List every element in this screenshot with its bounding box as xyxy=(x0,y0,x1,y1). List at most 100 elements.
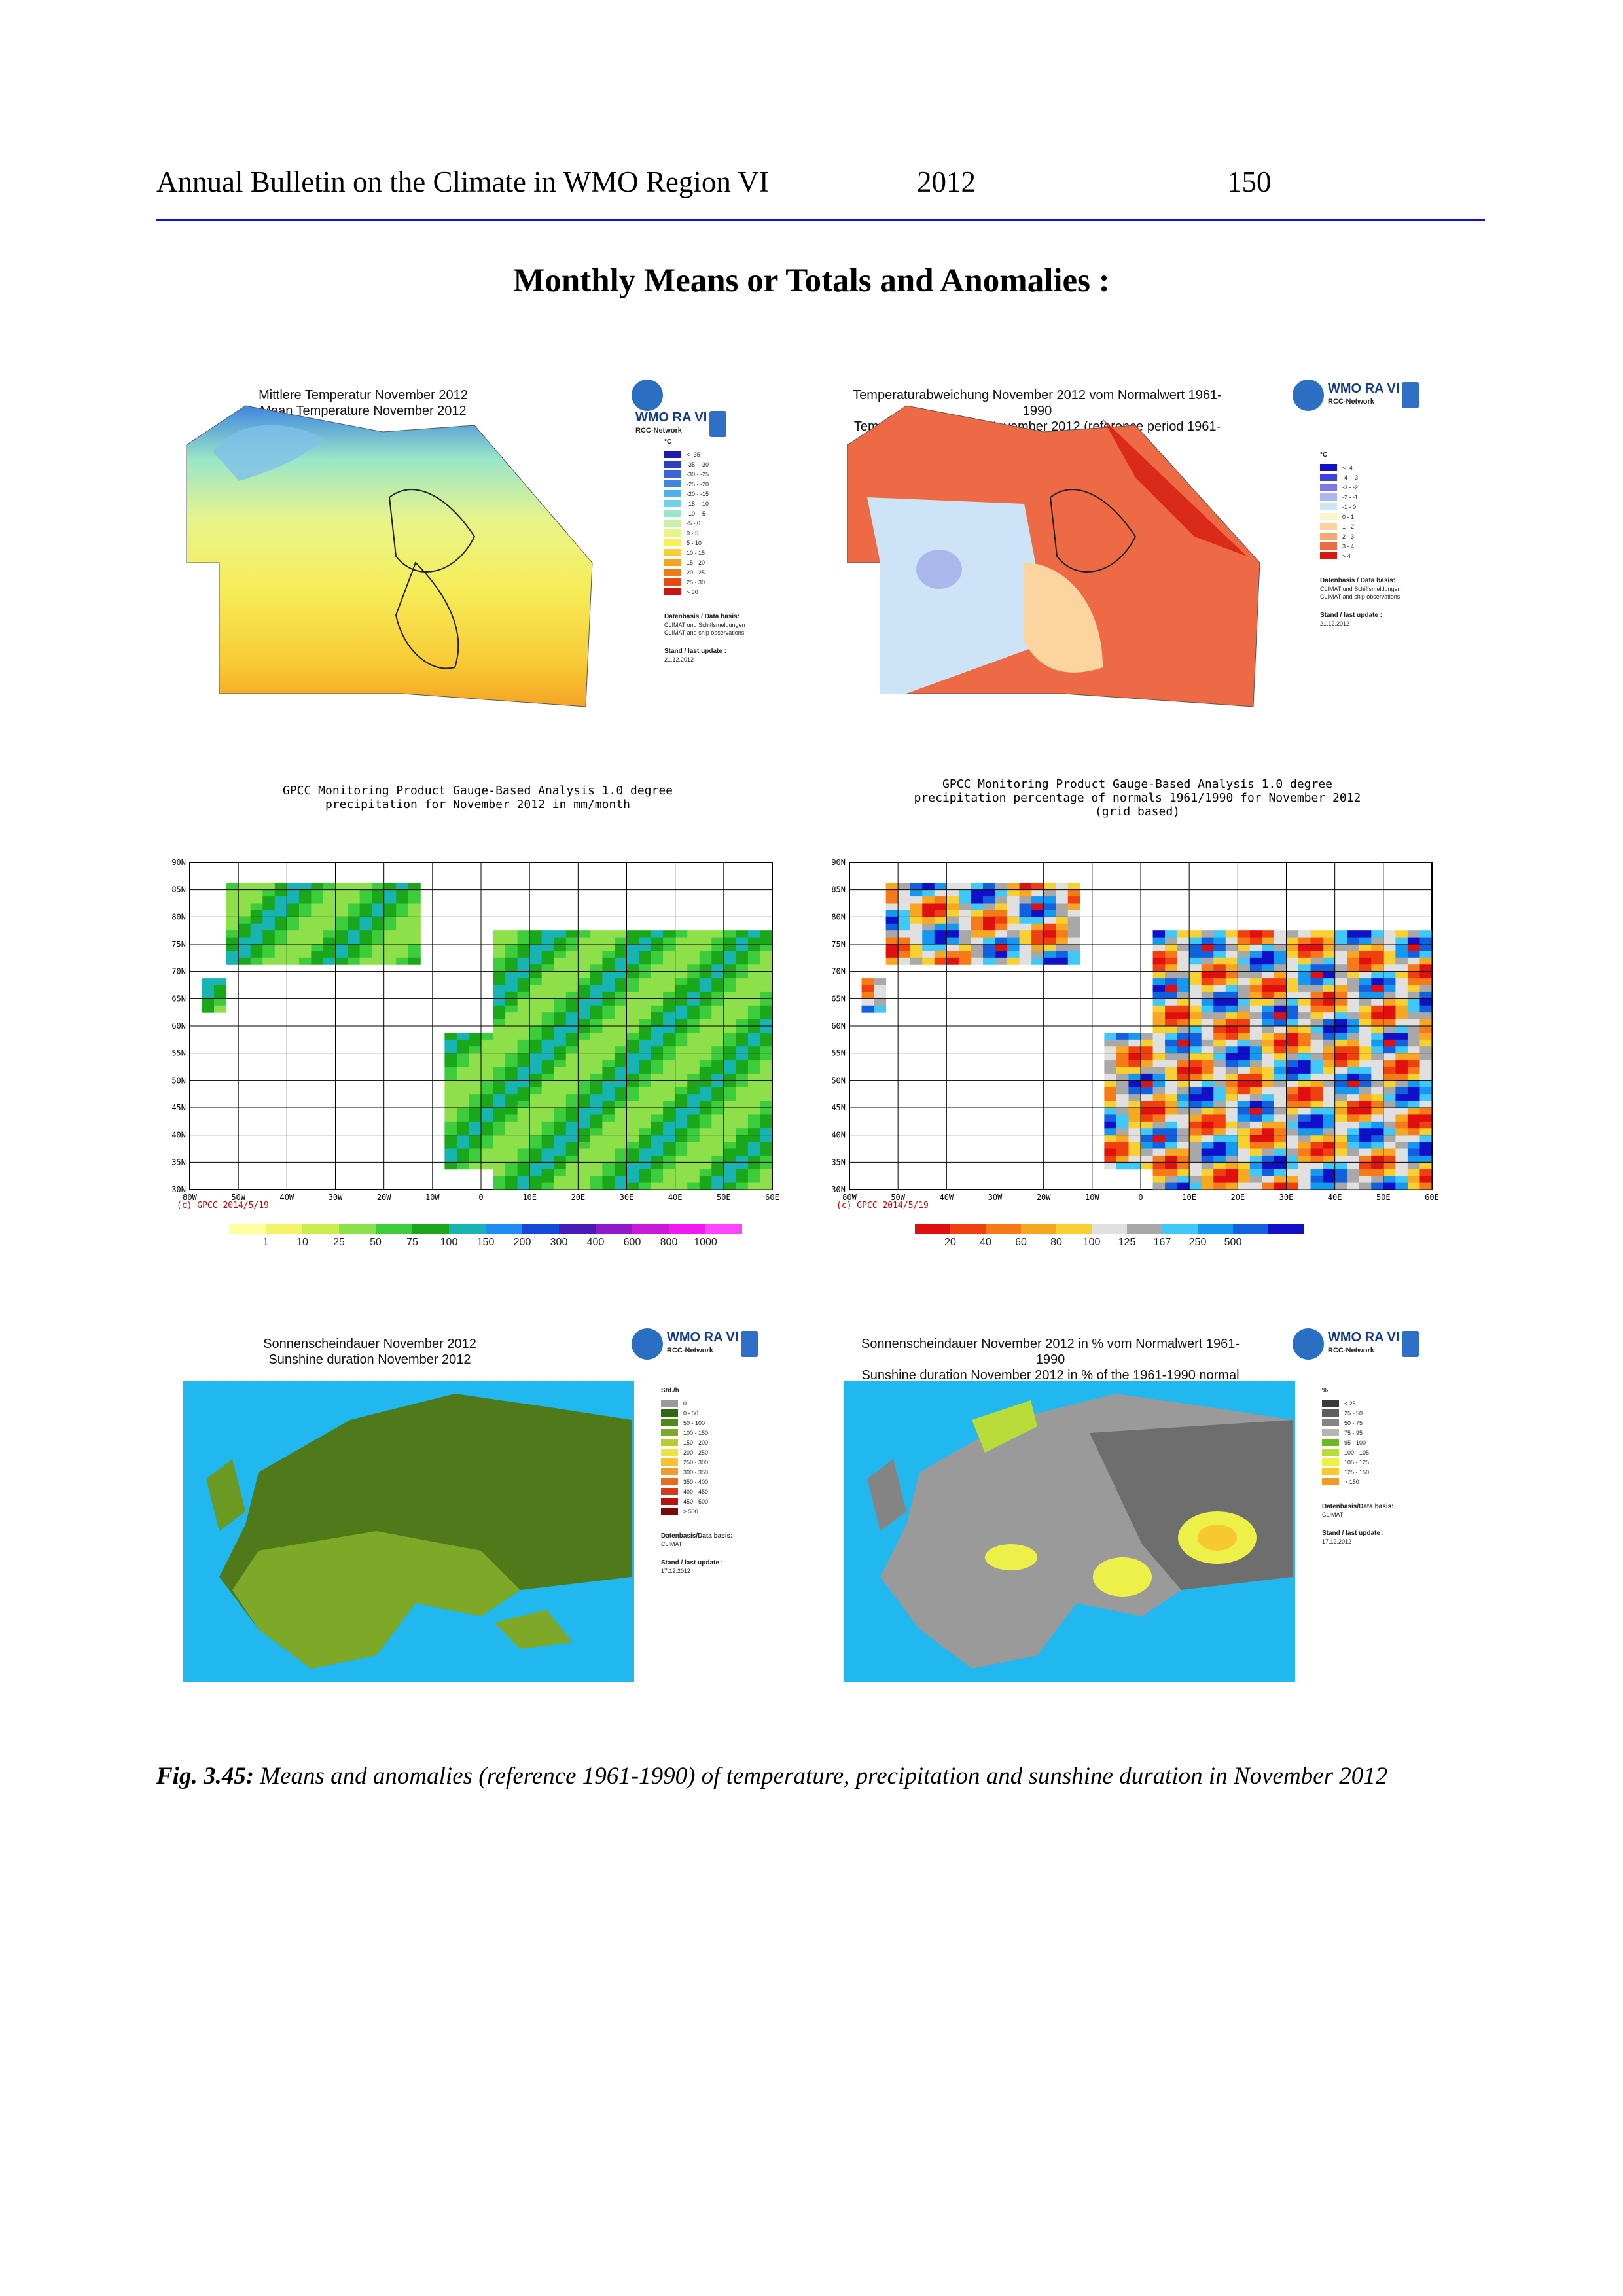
grid-cell xyxy=(517,937,530,945)
legend-item: 95 - 100 xyxy=(1322,1438,1414,1447)
grid-cell xyxy=(639,1155,652,1163)
grid-cell xyxy=(444,1135,457,1142)
grid-cell xyxy=(578,951,591,959)
grid-cell xyxy=(1347,1176,1360,1184)
grid-cell xyxy=(699,937,712,945)
grid-cell xyxy=(298,910,312,917)
grid-cell xyxy=(663,998,676,1006)
header-title: Annual Bulletin on the Climate in WMO Re… xyxy=(156,166,769,198)
grid-cell xyxy=(1177,1094,1190,1102)
legend-label: 20 - 25 xyxy=(687,569,705,576)
grid-cell xyxy=(1274,1155,1287,1163)
grid-cell xyxy=(1165,1067,1178,1074)
grid-cell xyxy=(602,1087,615,1095)
grid-cell xyxy=(1298,1169,1311,1176)
grid-cell xyxy=(1128,1135,1141,1142)
grid-cell xyxy=(578,1135,591,1142)
grid-cell xyxy=(274,883,287,891)
grid-cell xyxy=(1165,1087,1178,1095)
grid-cell xyxy=(541,991,554,999)
legend-swatch xyxy=(661,1419,678,1426)
grid-cell xyxy=(1371,1135,1384,1142)
last-update-heading: Stand / last update : xyxy=(664,648,727,655)
grid-cell xyxy=(505,1060,518,1067)
grid-cell xyxy=(1323,1080,1336,1088)
scale-label: 600 xyxy=(623,1237,641,1248)
legend-item: > 30 xyxy=(664,587,756,597)
grid-cell xyxy=(396,930,409,938)
grid-cell xyxy=(723,1176,736,1184)
grid-cell xyxy=(493,978,506,985)
grid-cell xyxy=(1238,1101,1251,1108)
grid-cell xyxy=(1395,1046,1408,1054)
grid-cell xyxy=(663,1101,676,1108)
grid-cell xyxy=(1407,1073,1420,1081)
grid-cell xyxy=(614,957,627,965)
section-title: Monthly Means or Totals and Anomalies : xyxy=(513,262,1110,299)
grid-cell xyxy=(554,951,567,959)
grid-cell xyxy=(1104,1108,1117,1115)
grid-cell xyxy=(1310,998,1323,1006)
grid-cell xyxy=(651,1162,664,1170)
legend-item: 50 - 100 xyxy=(661,1418,753,1428)
grid-cell xyxy=(663,957,676,965)
grid-cell xyxy=(1286,1182,1299,1190)
grid-cell xyxy=(250,930,263,938)
grid-cell xyxy=(699,930,712,938)
grid-cell xyxy=(517,998,530,1006)
grid-cell xyxy=(723,1142,736,1149)
grid-cell xyxy=(517,1148,530,1156)
grid-cell xyxy=(1249,1176,1262,1184)
grid-cell xyxy=(1152,985,1166,993)
grid-cell xyxy=(1334,1169,1347,1176)
grid-cell xyxy=(1116,1142,1129,1149)
grid-cell xyxy=(335,910,348,917)
grid-cell xyxy=(311,957,324,965)
grid-cell xyxy=(651,944,664,951)
legend-swatch xyxy=(661,1400,678,1407)
grid-cell xyxy=(517,1142,530,1149)
grid-cell xyxy=(995,937,1008,945)
latitude-tick-label: 30N xyxy=(171,1185,186,1194)
grid-cell xyxy=(614,1012,627,1020)
grid-cell xyxy=(1310,1046,1323,1054)
grid-cell xyxy=(323,930,336,938)
longitude-tick-label: 50W xyxy=(231,1193,245,1202)
grid-cell xyxy=(1104,1114,1117,1122)
grid-cell xyxy=(1238,991,1251,999)
grid-cell xyxy=(383,923,397,931)
grid-cell xyxy=(396,903,409,911)
grid-cell xyxy=(971,957,984,965)
grid-cell xyxy=(517,1060,530,1067)
grid-cell xyxy=(675,1169,688,1176)
grid-cell xyxy=(1383,1039,1396,1047)
grid-cell xyxy=(1225,1094,1238,1102)
grid-cell xyxy=(711,1053,724,1061)
grid-cell xyxy=(469,1148,482,1156)
grid-cell xyxy=(1395,930,1408,938)
grid-cell xyxy=(590,1162,603,1170)
grid-cell xyxy=(1407,978,1420,985)
scale-label: 100 xyxy=(1082,1237,1101,1248)
grid-cell xyxy=(1201,1162,1214,1170)
grid-cell xyxy=(747,1026,760,1033)
legend-item: 100 - 105 xyxy=(1322,1447,1414,1457)
grid-cell xyxy=(602,1094,615,1102)
grid-cell xyxy=(1347,957,1360,965)
grid-cell xyxy=(675,1176,688,1184)
grid-cell xyxy=(922,903,935,911)
grid-cell xyxy=(529,978,543,985)
grid-cell xyxy=(1371,1108,1384,1115)
grid-cell xyxy=(1152,1128,1166,1136)
grid-cell xyxy=(1249,1080,1262,1088)
grid-cell xyxy=(493,1019,506,1027)
grid-cell xyxy=(1067,957,1080,965)
grid-cell xyxy=(1213,1094,1226,1102)
grid-cell xyxy=(1189,1169,1202,1176)
grid-cell xyxy=(1043,896,1056,904)
grid-cell xyxy=(995,896,1008,904)
grid-cell xyxy=(1310,1012,1323,1020)
grid-cell xyxy=(505,1108,518,1115)
grid-cell xyxy=(736,951,749,959)
grid-cell xyxy=(1262,1039,1275,1047)
